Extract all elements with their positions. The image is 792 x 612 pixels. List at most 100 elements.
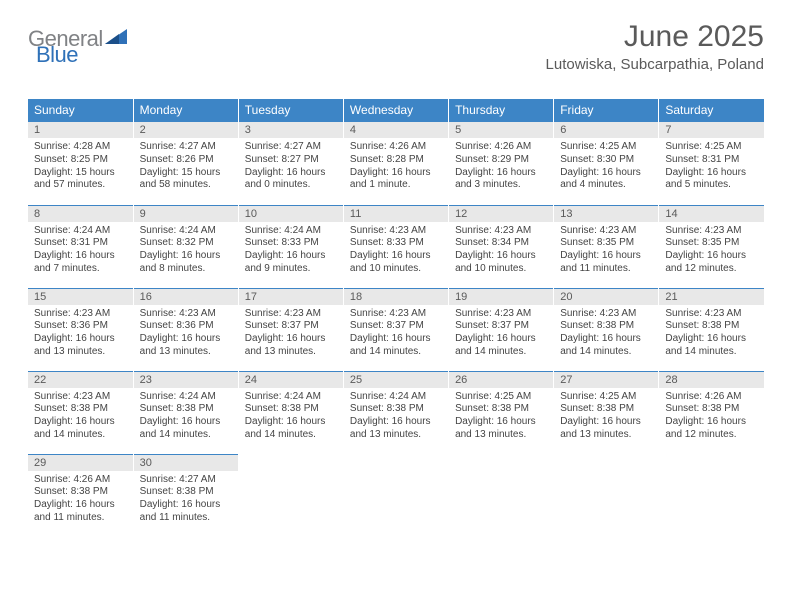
sunset-line: Sunset: 8:37 PM (245, 320, 337, 333)
sunrise-line: Sunrise: 4:26 AM (34, 474, 127, 487)
day-details: Sunrise: 4:23 AMSunset: 8:36 PMDaylight:… (134, 305, 238, 361)
daylight-line: Daylight: 16 hours and 14 minutes. (560, 333, 652, 359)
day-details: Sunrise: 4:25 AMSunset: 8:38 PMDaylight:… (449, 388, 553, 444)
sunset-line: Sunset: 8:38 PM (560, 320, 652, 333)
daylight-line: Daylight: 16 hours and 14 minutes. (350, 333, 442, 359)
calendar-cell: 30Sunrise: 4:27 AMSunset: 8:38 PMDayligh… (133, 453, 238, 536)
day-details: Sunrise: 4:26 AMSunset: 8:29 PMDaylight:… (449, 138, 553, 194)
sunset-line: Sunset: 8:38 PM (665, 403, 758, 416)
day-details: Sunrise: 4:23 AMSunset: 8:36 PMDaylight:… (28, 305, 133, 361)
day-details: Sunrise: 4:23 AMSunset: 8:38 PMDaylight:… (554, 305, 658, 361)
day-number: 20 (554, 288, 658, 305)
sunset-line: Sunset: 8:37 PM (455, 320, 547, 333)
day-number: 17 (239, 288, 343, 305)
calendar-row: 1Sunrise: 4:28 AMSunset: 8:25 PMDaylight… (28, 121, 764, 204)
logo-triangle-icon (105, 27, 127, 50)
sunset-line: Sunset: 8:36 PM (140, 320, 232, 333)
sunset-line: Sunset: 8:29 PM (455, 154, 547, 167)
weekday-header-row: SundayMondayTuesdayWednesdayThursdayFrid… (28, 99, 764, 121)
sunset-line: Sunset: 8:36 PM (34, 320, 127, 333)
weekday-header: Monday (133, 99, 238, 121)
day-details: Sunrise: 4:27 AMSunset: 8:27 PMDaylight:… (239, 138, 343, 194)
calendar-cell: 10Sunrise: 4:24 AMSunset: 8:33 PMDayligh… (238, 204, 343, 287)
sunrise-line: Sunrise: 4:24 AM (34, 225, 127, 238)
day-number: 28 (659, 371, 764, 388)
sunset-line: Sunset: 8:38 PM (34, 403, 127, 416)
sunrise-line: Sunrise: 4:23 AM (34, 308, 127, 321)
sunset-line: Sunset: 8:28 PM (350, 154, 442, 167)
sunrise-line: Sunrise: 4:23 AM (350, 308, 442, 321)
sunrise-line: Sunrise: 4:23 AM (350, 225, 442, 238)
sunrise-line: Sunrise: 4:27 AM (245, 141, 337, 154)
calendar-cell: 5Sunrise: 4:26 AMSunset: 8:29 PMDaylight… (449, 121, 554, 204)
day-number: 10 (239, 205, 343, 222)
calendar-cell: 17Sunrise: 4:23 AMSunset: 8:37 PMDayligh… (238, 287, 343, 370)
daylight-line: Daylight: 16 hours and 10 minutes. (455, 250, 547, 276)
sunset-line: Sunset: 8:38 PM (245, 403, 337, 416)
calendar-row: 29Sunrise: 4:26 AMSunset: 8:38 PMDayligh… (28, 453, 764, 536)
sunset-line: Sunset: 8:34 PM (455, 237, 547, 250)
day-number: 21 (659, 288, 764, 305)
month-title: June 2025 (546, 20, 764, 54)
sunrise-line: Sunrise: 4:25 AM (560, 141, 652, 154)
day-number: 4 (344, 121, 448, 138)
daylight-line: Daylight: 16 hours and 14 minutes. (455, 333, 547, 359)
day-number: 8 (28, 205, 133, 222)
day-number: 27 (554, 371, 658, 388)
daylight-line: Daylight: 16 hours and 13 minutes. (350, 416, 442, 442)
day-details: Sunrise: 4:23 AMSunset: 8:38 PMDaylight:… (659, 305, 764, 361)
daylight-line: Daylight: 16 hours and 4 minutes. (560, 167, 652, 193)
daylight-line: Daylight: 16 hours and 7 minutes. (34, 250, 127, 276)
day-details: Sunrise: 4:23 AMSunset: 8:33 PMDaylight:… (344, 222, 448, 278)
sunrise-line: Sunrise: 4:23 AM (665, 308, 758, 321)
weekday-header: Wednesday (343, 99, 448, 121)
day-details: Sunrise: 4:25 AMSunset: 8:31 PMDaylight:… (659, 138, 764, 194)
title-block: June 2025 Lutowiska, Subcarpathia, Polan… (546, 20, 764, 73)
sunrise-line: Sunrise: 4:25 AM (560, 391, 652, 404)
sunset-line: Sunset: 8:31 PM (665, 154, 758, 167)
calendar-cell: 7Sunrise: 4:25 AMSunset: 8:31 PMDaylight… (659, 121, 764, 204)
day-details: Sunrise: 4:24 AMSunset: 8:31 PMDaylight:… (28, 222, 133, 278)
sunset-line: Sunset: 8:37 PM (350, 320, 442, 333)
sunset-line: Sunset: 8:26 PM (140, 154, 232, 167)
calendar-row: 22Sunrise: 4:23 AMSunset: 8:38 PMDayligh… (28, 370, 764, 453)
calendar-table: SundayMondayTuesdayWednesdayThursdayFrid… (28, 99, 764, 537)
sunrise-line: Sunrise: 4:23 AM (140, 308, 232, 321)
sunset-line: Sunset: 8:38 PM (140, 486, 232, 499)
calendar-cell: 13Sunrise: 4:23 AMSunset: 8:35 PMDayligh… (554, 204, 659, 287)
day-details: Sunrise: 4:23 AMSunset: 8:35 PMDaylight:… (554, 222, 658, 278)
calendar-cell: 1Sunrise: 4:28 AMSunset: 8:25 PMDaylight… (28, 121, 133, 204)
calendar-cell (343, 453, 448, 536)
day-number: 19 (449, 288, 553, 305)
daylight-line: Daylight: 16 hours and 13 minutes. (34, 333, 127, 359)
sunrise-line: Sunrise: 4:26 AM (455, 141, 547, 154)
calendar-cell: 9Sunrise: 4:24 AMSunset: 8:32 PMDaylight… (133, 204, 238, 287)
calendar-cell: 6Sunrise: 4:25 AMSunset: 8:30 PMDaylight… (554, 121, 659, 204)
calendar-row: 15Sunrise: 4:23 AMSunset: 8:36 PMDayligh… (28, 287, 764, 370)
sunset-line: Sunset: 8:25 PM (34, 154, 127, 167)
sunset-line: Sunset: 8:38 PM (34, 486, 127, 499)
calendar-cell: 22Sunrise: 4:23 AMSunset: 8:38 PMDayligh… (28, 370, 133, 453)
day-details: Sunrise: 4:26 AMSunset: 8:38 PMDaylight:… (28, 471, 133, 527)
day-number: 29 (28, 454, 133, 471)
day-number: 12 (449, 205, 553, 222)
day-number: 6 (554, 121, 658, 138)
daylight-line: Daylight: 16 hours and 1 minute. (350, 167, 442, 193)
day-details: Sunrise: 4:23 AMSunset: 8:35 PMDaylight:… (659, 222, 764, 278)
calendar-cell: 19Sunrise: 4:23 AMSunset: 8:37 PMDayligh… (449, 287, 554, 370)
sunrise-line: Sunrise: 4:26 AM (350, 141, 442, 154)
calendar-cell (554, 453, 659, 536)
calendar-cell (449, 453, 554, 536)
daylight-line: Daylight: 16 hours and 14 minutes. (245, 416, 337, 442)
daylight-line: Daylight: 15 hours and 58 minutes. (140, 167, 232, 193)
day-number: 15 (28, 288, 133, 305)
sunset-line: Sunset: 8:38 PM (140, 403, 232, 416)
day-details: Sunrise: 4:23 AMSunset: 8:37 PMDaylight:… (344, 305, 448, 361)
day-number: 13 (554, 205, 658, 222)
day-number: 26 (449, 371, 553, 388)
daylight-line: Daylight: 16 hours and 14 minutes. (665, 333, 758, 359)
calendar-cell: 4 Sunrise: 4:26 AMSunset: 8:28 PMDaylight… (343, 121, 448, 204)
sunset-line: Sunset: 8:33 PM (350, 237, 442, 250)
sunrise-line: Sunrise: 4:24 AM (245, 391, 337, 404)
daylight-line: Daylight: 16 hours and 13 minutes. (560, 416, 652, 442)
